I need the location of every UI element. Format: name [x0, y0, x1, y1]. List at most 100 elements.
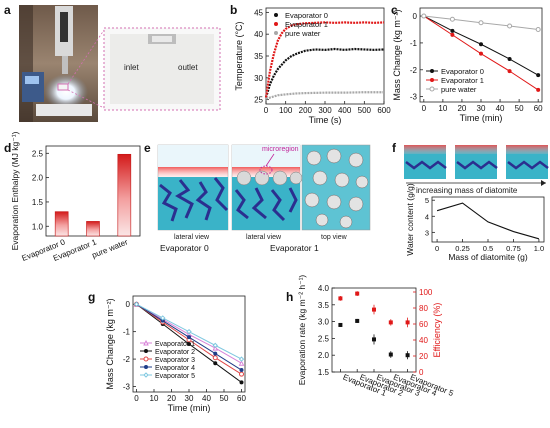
- topview-particles: [304, 148, 369, 229]
- y-tick-label: -1: [123, 328, 131, 337]
- diatomite-particle: [315, 213, 329, 227]
- y-axis-label: Mass Change (kg m⁻²): [105, 298, 115, 389]
- panel-f: f increasing mass of diatomite: [392, 141, 549, 195]
- y-tick-label: 1.5: [318, 368, 330, 377]
- x-tick-label: 10: [438, 104, 447, 113]
- legend-label: Evaporator 5: [155, 373, 195, 380]
- top-view-label: top view: [321, 234, 348, 241]
- legend-marker: [143, 372, 149, 378]
- y-tick-label: 35: [254, 52, 263, 61]
- x-tick-label: 300: [318, 106, 332, 115]
- control-display: [25, 76, 39, 84]
- x-tick-label: 30: [185, 394, 194, 403]
- microregion-marker: [259, 165, 273, 175]
- data-point: [507, 23, 513, 29]
- data-point: [187, 342, 191, 346]
- diatomite-particle: [306, 150, 322, 166]
- panel-letter-a: a: [4, 3, 11, 17]
- panel-letter-e: e: [144, 141, 151, 155]
- panel-letter-d: d: [4, 141, 11, 155]
- y2-tick-label: 60: [419, 320, 428, 329]
- data-point: [450, 32, 455, 37]
- data-point: [449, 16, 455, 22]
- category-label: pure water: [91, 237, 130, 260]
- y-tick-label: 0: [413, 12, 418, 21]
- data-point: [478, 20, 484, 26]
- data-point: [405, 353, 410, 358]
- y2-tick-label: 20: [419, 352, 428, 361]
- legend-marker: [430, 69, 434, 73]
- panel-letter-c: c: [391, 3, 398, 17]
- y-tick-label: 2.0: [32, 174, 44, 183]
- panel-a: a inlet outlet: [4, 3, 221, 122]
- series-3: [421, 13, 541, 32]
- microregion-label: microregion: [262, 146, 299, 153]
- diatomite-particle: [339, 215, 353, 229]
- diatomite-particle: [254, 170, 270, 186]
- data-point: [238, 360, 245, 366]
- data-point: [212, 344, 219, 351]
- data-point: [372, 337, 376, 342]
- data-point: [536, 73, 541, 78]
- data-point: [239, 380, 244, 385]
- y-tick-label: 2.0: [318, 351, 330, 360]
- diatomite-particle: [272, 170, 288, 186]
- x-tick-label: 50: [515, 104, 524, 113]
- legend-marker: [274, 31, 278, 35]
- x-tick-label: 0.25: [455, 244, 470, 253]
- x-tick-label: 60: [237, 394, 246, 403]
- diatomite-tile-3: [506, 145, 549, 179]
- x-tick-label: 0: [435, 244, 439, 253]
- y-tick-label: 5: [425, 196, 429, 205]
- x-axis-label: Time (min): [460, 113, 503, 123]
- panel-c: c: [391, 3, 398, 17]
- diatomite-particle: [236, 170, 252, 186]
- data-point: [388, 320, 393, 325]
- y-tick-label: 4: [425, 212, 429, 221]
- series-2: [264, 21, 385, 98]
- panel-g: g: [88, 290, 95, 304]
- x-tick-label: 0.75: [506, 244, 521, 253]
- y-tick-label: 1.0: [32, 222, 44, 231]
- data-line: [436, 202, 540, 240]
- y-tick-label: 40: [254, 30, 263, 39]
- inlet-label: inlet: [124, 63, 139, 72]
- data-point: [239, 368, 244, 373]
- y-tick-label: 2.5: [318, 334, 330, 343]
- evaporator-box: [110, 34, 214, 104]
- series-rate: [338, 318, 410, 360]
- y-axis-label: Mass Change (kg m⁻²): [392, 9, 402, 100]
- chart-b: 0 100 200 300 400 500 600 25 30 35 40 45 Time (s) Tem…: [234, 7, 391, 125]
- legend-label: Evaporator 1: [441, 76, 484, 85]
- legend-marker: [143, 339, 149, 346]
- data-point: [187, 335, 191, 340]
- x-tick-label: 40: [202, 394, 211, 403]
- plot-frame: [331, 287, 417, 373]
- data-point: [536, 87, 541, 92]
- data-point: [372, 307, 376, 312]
- x-tick-label: 600: [377, 106, 391, 115]
- evap1-vapor: [232, 145, 300, 167]
- y-tick-label: 4.0: [318, 284, 330, 293]
- diatomite-particle: [334, 172, 350, 188]
- x-tick-label: 100: [279, 106, 293, 115]
- data-line: [265, 91, 384, 100]
- legend-label: Evaporator 1: [155, 341, 195, 348]
- data-point: [239, 371, 244, 377]
- panel-e: e lateral view Evaporator 0 microregion …: [144, 141, 371, 253]
- x-tick-label: 200: [299, 106, 313, 115]
- y-tick-label: 1.5: [32, 198, 44, 207]
- x-axis-label: Mass of diatomite (g): [448, 252, 528, 262]
- microregion-arrow: [265, 153, 275, 167]
- panel-letter-g: g: [88, 290, 95, 304]
- data-point: [355, 291, 360, 296]
- y-tick-label: -1: [410, 39, 418, 48]
- series-3: [265, 91, 384, 100]
- data-line: [264, 21, 385, 98]
- chart-h: 1.52.02.53.03.54.0020406080100Evaporator…: [297, 275, 455, 399]
- y-tick-label: 45: [254, 8, 263, 17]
- data-point: [160, 318, 165, 323]
- series-1: [264, 47, 385, 98]
- x-tick-label: 500: [358, 106, 372, 115]
